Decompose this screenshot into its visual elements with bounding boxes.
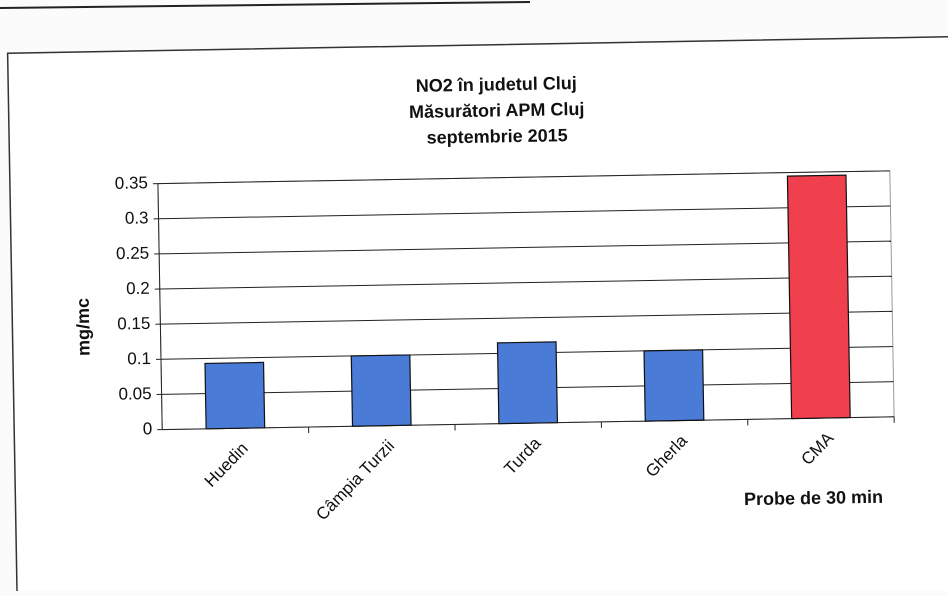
- bar: [351, 355, 411, 426]
- y-tick-label: 0.1: [127, 349, 151, 368]
- y-tick-label: 0.2: [126, 279, 150, 298]
- y-axis-label: mg/mc: [73, 298, 94, 356]
- y-tick-label: 0.35: [115, 173, 148, 193]
- bar: [787, 175, 850, 418]
- y-tick-label: 0: [143, 419, 153, 438]
- bar: [644, 350, 704, 421]
- chart-title: septembrie 2015: [426, 125, 567, 147]
- chart-title: NO2 în judetul Cluj: [416, 73, 577, 96]
- y-tick-label: 0.3: [125, 208, 149, 227]
- bar: [497, 342, 557, 424]
- x-axis-label: Probe de 30 min: [744, 487, 883, 509]
- chart-title: Măsurători APM Cluj: [409, 99, 585, 122]
- y-tick-label: 0.15: [117, 314, 150, 334]
- y-tick-label: 0.05: [118, 384, 151, 404]
- y-tick-label: 0.25: [116, 244, 149, 264]
- bar: [205, 362, 265, 428]
- frame-line: [0, 2, 530, 8]
